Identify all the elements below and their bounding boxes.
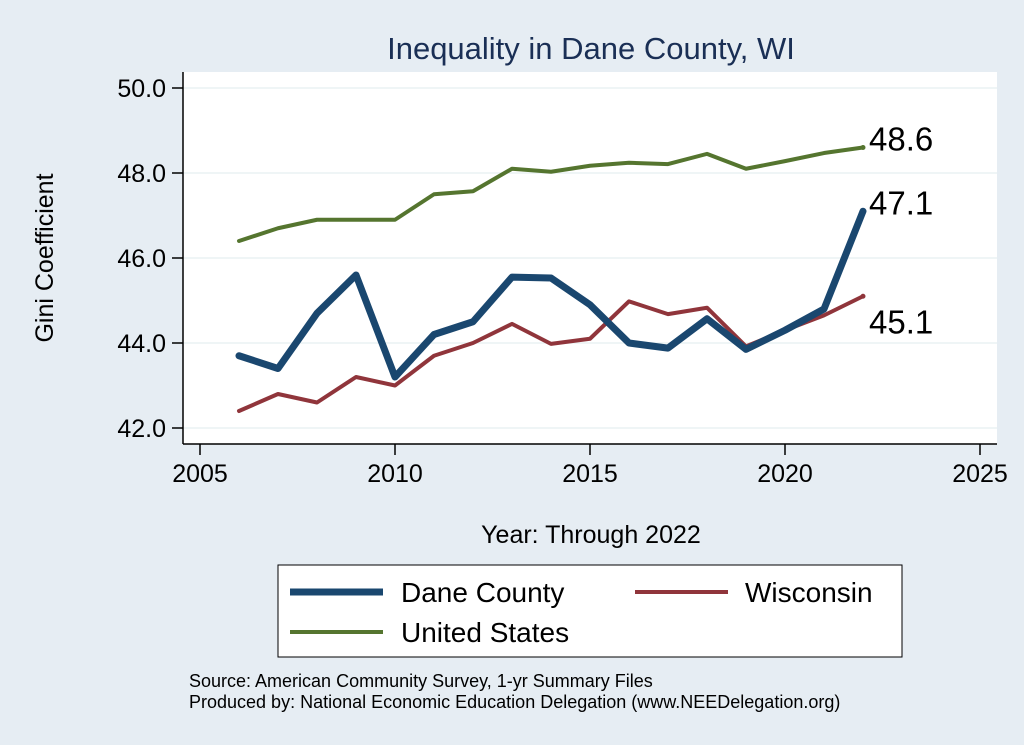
end-label-dane-county: 47.1 (869, 184, 933, 221)
gridlines (183, 87, 997, 429)
legend-label-wisconsin: Wisconsin (745, 577, 873, 608)
end-label-united-states: 48.6 (869, 121, 933, 158)
y-tick-label: 44.0 (117, 330, 166, 358)
legend: Dane County Wisconsin United States (277, 564, 903, 658)
y-tick-label: 50.0 (117, 75, 166, 103)
y-tick-label: 48.0 (117, 160, 166, 188)
x-axis-title: Year: Through 2022 (481, 521, 701, 549)
end-point (860, 208, 866, 214)
x-tick-label: 2010 (367, 460, 423, 488)
y-tick-label: 46.0 (117, 245, 166, 273)
y-tick-label: 42.0 (117, 415, 166, 443)
x-tick-label: 2005 (172, 460, 228, 488)
legend-box (277, 564, 903, 658)
legend-label-united-states: United States (401, 617, 569, 648)
end-point (860, 293, 866, 299)
end-point (860, 145, 866, 150)
legend-label-dane-county: Dane County (401, 577, 564, 608)
x-tick-label: 2020 (757, 460, 813, 488)
end-label-wisconsin: 45.1 (869, 303, 933, 340)
chart-title: Inequality in Dane County, WI (387, 31, 795, 66)
series-line-united-states (237, 145, 865, 243)
x-tick-label: 2015 (562, 460, 618, 488)
source-notes: Source: American Community Survey, 1-yr … (189, 671, 840, 712)
source-line: Produced by: National Economic Education… (189, 692, 840, 712)
source-line: Source: American Community Survey, 1-yr … (189, 671, 653, 691)
x-tick-label: 2025 (952, 460, 1008, 488)
y-axis-title: Gini Coefficient (31, 173, 59, 342)
end-labels: 47.1 45.1 48.6 (860, 121, 933, 340)
series-line-dane-county (235, 207, 867, 381)
series-lines (235, 145, 867, 413)
axes: 42.0 44.0 46.0 48.0 50.0 2005 2010 2015 2020 2025 (117, 72, 1008, 488)
